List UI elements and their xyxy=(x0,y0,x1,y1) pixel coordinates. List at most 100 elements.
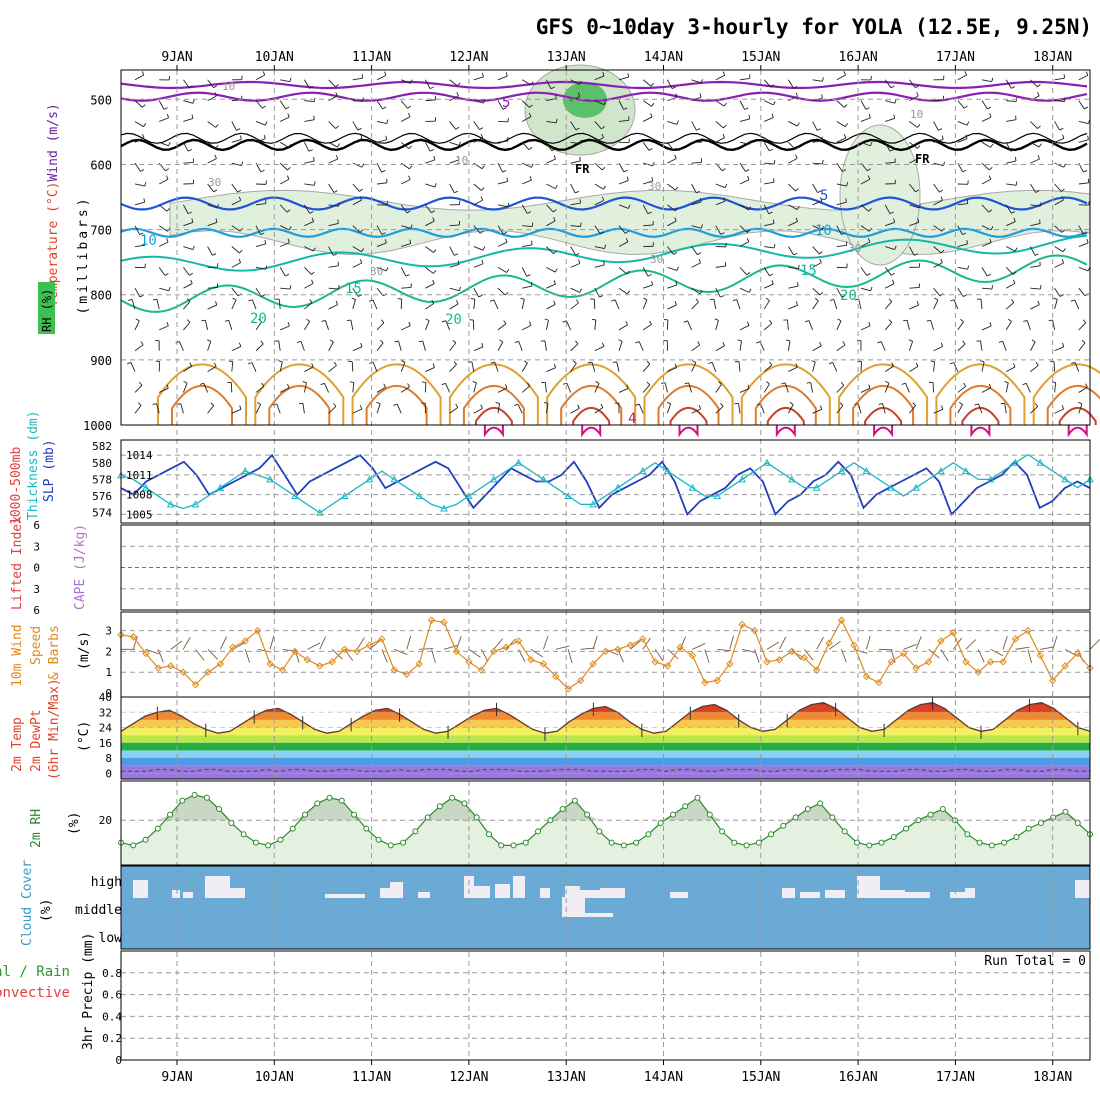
wind-barb xyxy=(328,79,336,88)
rh2m-point xyxy=(142,836,149,843)
wind-barb xyxy=(497,100,504,110)
wind-barb xyxy=(180,403,184,414)
wind-barb xyxy=(981,178,991,185)
wind-barb xyxy=(518,341,523,351)
wind-barb-flag xyxy=(359,196,362,201)
wind-barb-flag xyxy=(550,86,555,90)
wind-barb-flag xyxy=(278,360,283,363)
cloud-gap xyxy=(565,886,580,898)
wind-barb xyxy=(1078,322,1087,331)
wind-barb xyxy=(497,403,500,414)
wind-barb xyxy=(544,382,547,393)
wind-barb-flag xyxy=(457,82,461,87)
wind-barb-flag xyxy=(553,280,556,285)
warm-contour xyxy=(873,425,894,438)
rh-contour-label: 10 xyxy=(455,154,468,167)
wind-barb xyxy=(1054,299,1058,310)
wind-barb-flag xyxy=(313,157,315,162)
cloud-gap xyxy=(670,892,688,898)
wind-barb-flag xyxy=(934,297,939,301)
wind-barb xyxy=(1030,223,1041,227)
wind-barb xyxy=(566,382,572,393)
wind-barb xyxy=(594,75,605,81)
wind-barb xyxy=(1030,183,1037,193)
wind-barb xyxy=(280,242,290,247)
wind-barb-flag xyxy=(837,318,842,322)
wind-barb-flag xyxy=(819,291,824,296)
wind-barb xyxy=(159,287,169,292)
panel-frame-upper xyxy=(120,69,1091,426)
rh2m-point xyxy=(412,828,419,835)
wind-barb xyxy=(833,299,838,310)
wind-barb-flag xyxy=(405,274,410,277)
wind-barb xyxy=(933,246,942,254)
rh2m-point xyxy=(719,828,726,835)
wind-barb xyxy=(691,408,701,414)
date-label-top: 16JAN xyxy=(839,50,878,65)
wind-barb xyxy=(376,100,383,110)
wind-barb-flag xyxy=(892,279,895,284)
surface-wind-barb xyxy=(766,641,780,650)
wind-barb xyxy=(570,287,580,293)
wind-barb-flag xyxy=(357,127,362,131)
rh-contour-label: 10 xyxy=(222,80,235,93)
wind-barb xyxy=(812,121,818,131)
wind-barb xyxy=(642,384,651,393)
thickness-point xyxy=(738,475,746,483)
wind-barb-flag xyxy=(1037,91,1040,97)
wind-barb-flag xyxy=(168,142,171,147)
wind-speed-point xyxy=(738,620,746,629)
wind-barb-flag xyxy=(189,362,193,367)
wind-barb xyxy=(788,404,794,414)
wind-barb-flag xyxy=(865,107,870,110)
wind-barb-flag xyxy=(506,268,510,273)
wind-barb xyxy=(643,284,653,289)
thickness-point xyxy=(166,500,175,508)
rh2m-point xyxy=(1025,825,1032,832)
surface-wind-barb xyxy=(555,645,570,650)
wind-barb xyxy=(183,365,193,372)
wind-barb-flag xyxy=(708,361,713,364)
wind-barb-flag xyxy=(773,160,776,165)
wind-barb-flag xyxy=(507,202,510,207)
wind-barb xyxy=(276,403,281,414)
wind-barb-flag xyxy=(164,273,169,276)
wind-barb xyxy=(667,284,677,289)
wind-barb-flag xyxy=(797,264,800,269)
cape-tick: 6 xyxy=(33,604,40,617)
wind-barb xyxy=(884,301,893,310)
wind-barb-flag xyxy=(908,339,913,342)
wind-speed-point xyxy=(924,658,933,666)
wind-barb xyxy=(328,406,337,414)
wind-barb xyxy=(1054,382,1057,393)
wind-barb xyxy=(425,283,435,289)
wind-barb xyxy=(933,346,943,352)
wind-speed-point xyxy=(663,662,672,670)
wind-barb-flag xyxy=(612,361,617,363)
rh2m-point xyxy=(706,811,713,818)
wind-barb-flag xyxy=(168,286,171,291)
wind-barb xyxy=(788,141,796,150)
wind-barb xyxy=(953,299,959,310)
wind-barb xyxy=(1026,320,1031,331)
wind-barb-flag xyxy=(941,405,944,410)
wind-barb xyxy=(134,225,140,235)
wind-barb xyxy=(328,95,338,102)
wind-barb xyxy=(570,246,577,256)
wind-barb-flag xyxy=(520,297,525,300)
wind-barb-flag xyxy=(187,149,192,152)
wind-barb-flag xyxy=(988,175,992,180)
date-label-bottom: 14JAN xyxy=(644,1070,683,1085)
wind-barb xyxy=(1006,160,1017,164)
thickness-point xyxy=(489,475,498,483)
wind-barb-flag xyxy=(152,298,157,301)
wind-barb xyxy=(303,382,307,393)
wind-barb xyxy=(255,225,261,235)
wind-barb-flag xyxy=(286,175,290,180)
pressure-tick: 600 xyxy=(90,158,112,172)
wind-barb-flag xyxy=(990,226,994,231)
wind-barb xyxy=(713,299,717,310)
wind-speed-point xyxy=(452,647,461,656)
date-label-top: 12JAN xyxy=(449,50,488,65)
wind-barb-flag xyxy=(673,251,678,255)
